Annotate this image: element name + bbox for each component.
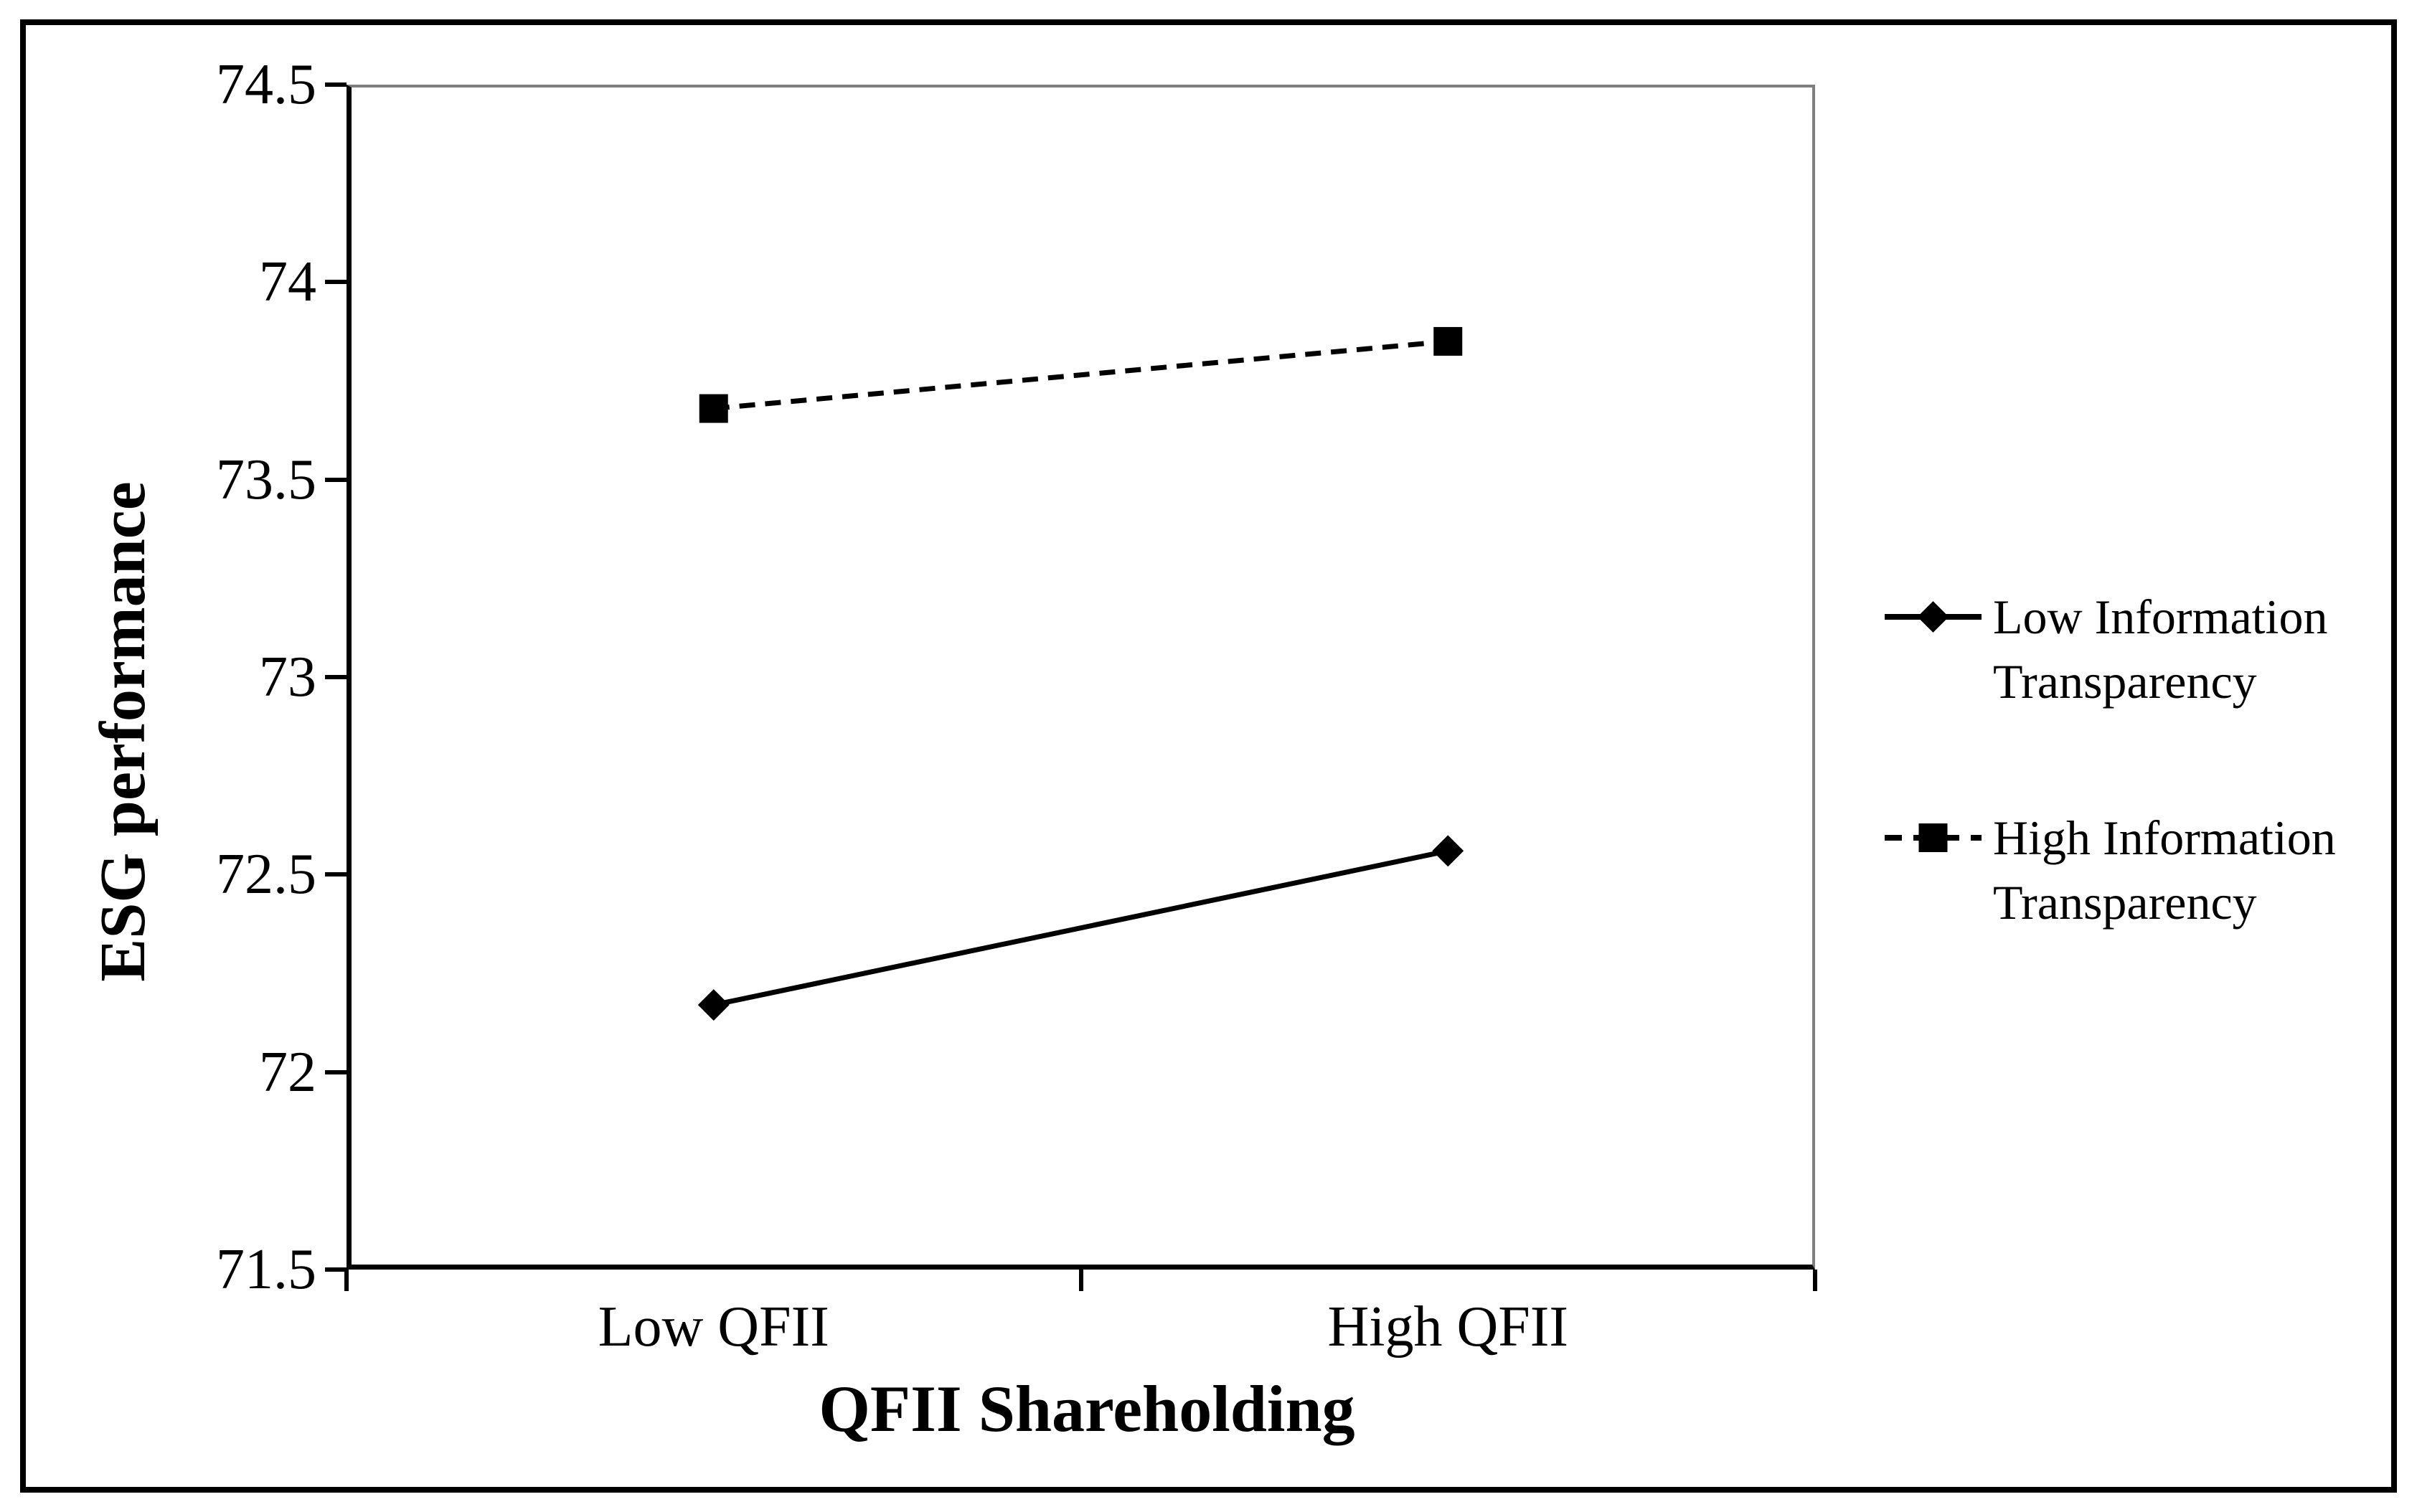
legend-label-line2: Transparency <box>1993 654 2257 709</box>
x-tick-mark <box>1813 1270 1817 1291</box>
y-tick-label: 73 <box>259 646 316 709</box>
x-category-label-low-qfii: Low QFII <box>598 1295 829 1359</box>
y-tick-mark <box>325 675 347 679</box>
x-axis-title: QFII Shareholding <box>819 1372 1355 1445</box>
figure-border <box>20 19 2397 1493</box>
legend-label-line1: Low Information <box>1993 590 2328 644</box>
y-axis-title: ESG performance <box>88 481 159 982</box>
y-tick-mark <box>325 1069 347 1074</box>
y-tick-mark <box>325 1267 347 1272</box>
y-tick-label: 73.5 <box>216 448 316 511</box>
y-tick-mark <box>325 872 347 877</box>
y-tick-mark <box>325 477 347 482</box>
y-tick-label: 72.5 <box>216 843 316 907</box>
legend-label-line1: High Information <box>1993 811 2336 865</box>
y-tick-label: 72 <box>259 1040 316 1104</box>
x-tick-mark <box>1078 1270 1083 1291</box>
x-tick-mark <box>344 1270 349 1291</box>
y-tick-label: 74.5 <box>216 53 316 116</box>
y-tick-mark <box>325 280 347 285</box>
legend-item-low-information-transparency: Low Information Transparency <box>1993 585 2395 714</box>
legend-item-high-information-transparency: High Information Transparency <box>1993 805 2395 935</box>
legend-label-line2: Transparency <box>1993 875 2257 930</box>
x-category-label-high-qfii: High QFII <box>1327 1295 1569 1359</box>
plot-area <box>347 85 1815 1270</box>
y-tick-mark <box>325 82 347 87</box>
y-tick-label: 71.5 <box>216 1238 316 1301</box>
y-tick-label: 74 <box>259 250 316 314</box>
